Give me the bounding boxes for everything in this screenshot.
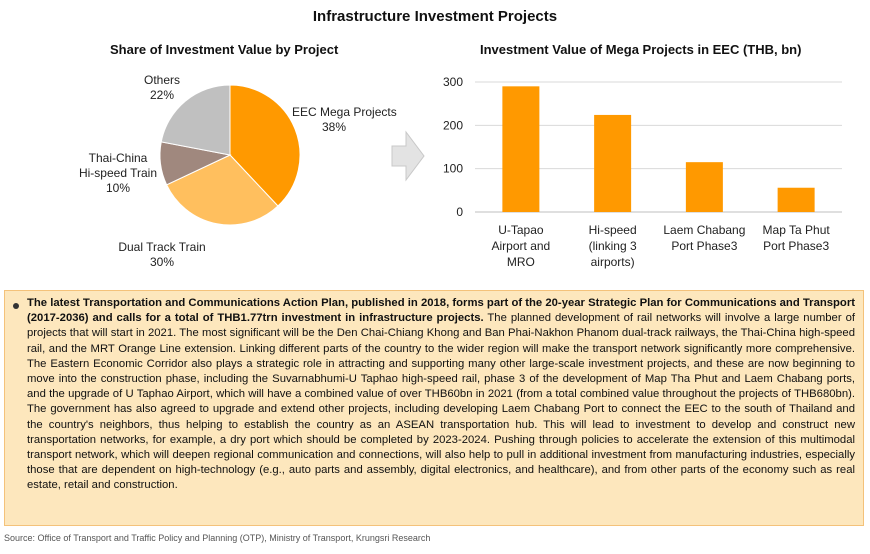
pie-slice-label: Thai-China Hi-speed Train 10% (79, 151, 157, 195)
pie-chart: EEC Mega Projects 38% Dual Track Train 30% T… (79, 73, 397, 269)
bar (685, 162, 723, 212)
pie-slice-percent: 38% (322, 120, 346, 134)
commentary-box: The latest Transportation and Communicat… (4, 290, 864, 526)
x-category-label-line: (linking 3 (589, 239, 637, 253)
pie-slice (229, 84, 301, 207)
pie-slice-label-line: Dual Track Train (118, 240, 205, 254)
x-category-label-line: Airport and (492, 239, 551, 253)
bar (777, 187, 815, 212)
pie-slice-label-line: Hi-speed Train (79, 166, 157, 180)
page-title: Infrastructure Investment Projects (312, 8, 558, 25)
x-category-label-line: MRO (507, 255, 535, 269)
pie-slice-percent: 30% (150, 255, 174, 269)
bullet-icon (13, 303, 19, 309)
pie-slice-label: EEC Mega Projects 38% (292, 105, 397, 134)
commentary-body: The planned development of rail networks… (27, 312, 855, 492)
x-category-label-line: Laem Chabang (663, 223, 745, 237)
pie-slice-label-line: EEC Mega Projects (292, 105, 397, 119)
y-tick-label: 100 (443, 162, 463, 176)
commentary-lead: The latest Transportation and Communicat… (27, 297, 855, 325)
pie-slice-percent: 10% (106, 181, 130, 195)
y-tick-label: 0 (456, 205, 463, 219)
x-category-label: Hi-speed (linking 3 airports) (589, 223, 637, 269)
x-category-label: Laem Chabang Port Phase3 (663, 223, 745, 253)
pie-slice-label: Dual Track Train 30% (118, 240, 205, 269)
pie-slice-percent: 22% (150, 88, 174, 102)
x-category-label-line: Port Phase3 (671, 239, 737, 253)
pie-slice-label-line: Thai-China (89, 151, 148, 165)
x-category-label-line: Hi-speed (589, 223, 637, 237)
pie-slice-label: Others 22% (144, 73, 180, 102)
bar (502, 86, 540, 212)
x-category-label-line: U-Tapao (498, 223, 544, 237)
bar-chart: 0 100 200 300 U-Tapao Airport and MRO Hi-speed (… (443, 75, 842, 269)
pie-slice (160, 84, 231, 156)
x-category-label-line: Port Phase3 (763, 239, 829, 253)
y-tick-label: 300 (443, 75, 463, 89)
commentary-paragraph: The latest Transportation and Communicat… (27, 296, 855, 494)
x-category-label-line: airports) (591, 255, 635, 269)
right-arrow-icon (391, 130, 425, 182)
source-note: Source: Office of Transport and Traffic … (4, 533, 431, 543)
pie-chart-title: Share of Investment Value by Project (110, 42, 339, 57)
y-tick-label: 200 (443, 118, 463, 132)
x-category-label: Map Ta Phut Port Phase3 (763, 223, 831, 253)
pie-slice (165, 154, 279, 226)
bar-chart-title: Investment Value of Mega Projects in EEC… (480, 42, 802, 57)
x-category-label: U-Tapao Airport and MRO (492, 223, 551, 269)
pie-slice-label-line: Others (144, 73, 180, 87)
bar (594, 114, 632, 212)
x-category-label-line: Map Ta Phut (763, 223, 831, 237)
